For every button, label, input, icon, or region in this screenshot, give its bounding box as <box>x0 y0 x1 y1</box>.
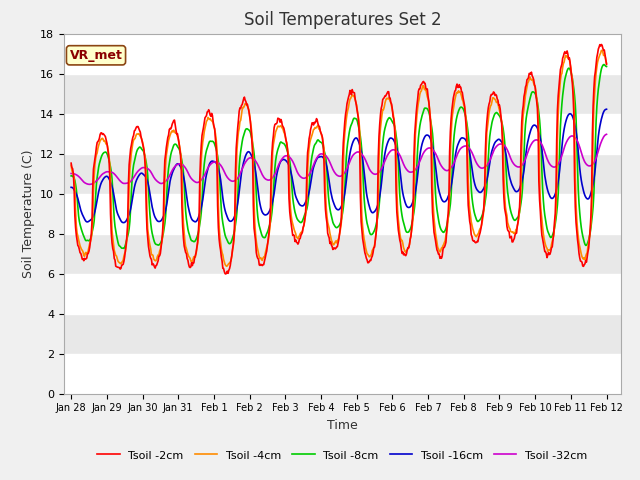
Tsoil -8cm <box>600 62 607 68</box>
Bar <box>64 34 621 73</box>
Tsoil -8cm <box>554 191 562 196</box>
Y-axis label: Soil Temperature (C): Soil Temperature (C) <box>22 149 35 278</box>
Tsoil -4cm <box>208 118 216 124</box>
Tsoil -4cm <box>598 48 606 53</box>
Tsoil -4cm <box>185 253 193 259</box>
Text: VR_met: VR_met <box>70 49 122 62</box>
Tsoil -32cm <box>603 132 611 137</box>
Tsoil -8cm <box>67 173 75 179</box>
Tsoil -32cm <box>554 161 562 167</box>
Bar <box>64 274 621 313</box>
Bar <box>64 354 621 394</box>
Tsoil -4cm <box>332 240 339 245</box>
Tsoil -16cm <box>186 209 193 215</box>
Tsoil -4cm <box>67 162 75 168</box>
Tsoil -8cm <box>436 224 444 229</box>
Line: Tsoil -4cm: Tsoil -4cm <box>71 50 607 266</box>
Tsoil -8cm <box>383 118 391 124</box>
Tsoil -2cm <box>67 160 75 166</box>
Tsoil -16cm <box>554 179 562 184</box>
Tsoil -4cm <box>436 249 444 255</box>
Bar <box>64 114 621 154</box>
Tsoil -32cm <box>209 160 216 166</box>
Tsoil -16cm <box>436 192 444 197</box>
Bar <box>64 73 621 114</box>
Bar <box>64 154 621 193</box>
Tsoil -32cm <box>186 173 193 179</box>
Tsoil -8cm <box>120 245 128 251</box>
Tsoil -2cm <box>554 93 562 99</box>
Tsoil -2cm <box>598 42 605 48</box>
Title: Soil Temperatures Set 2: Soil Temperatures Set 2 <box>244 11 441 29</box>
Line: Tsoil -16cm: Tsoil -16cm <box>71 109 607 223</box>
Tsoil -2cm <box>332 246 339 252</box>
Tsoil -16cm <box>383 141 391 147</box>
Bar <box>64 313 621 354</box>
Line: Tsoil -8cm: Tsoil -8cm <box>71 65 607 248</box>
Tsoil -4cm <box>383 96 391 101</box>
X-axis label: Time: Time <box>327 419 358 432</box>
Tsoil -16cm <box>67 184 75 190</box>
Bar <box>64 234 621 274</box>
Bar <box>64 193 621 234</box>
Tsoil -2cm <box>208 110 216 116</box>
Legend: Tsoil -2cm, Tsoil -4cm, Tsoil -8cm, Tsoil -16cm, Tsoil -32cm: Tsoil -2cm, Tsoil -4cm, Tsoil -8cm, Tsoi… <box>93 446 592 465</box>
Tsoil -4cm <box>554 109 562 115</box>
Tsoil -2cm <box>185 262 193 267</box>
Tsoil -32cm <box>383 153 391 159</box>
Line: Tsoil -32cm: Tsoil -32cm <box>71 134 607 184</box>
Tsoil -8cm <box>332 224 339 229</box>
Tsoil -16cm <box>332 204 339 209</box>
Tsoil -2cm <box>222 271 230 277</box>
Tsoil -32cm <box>436 161 444 167</box>
Tsoil -8cm <box>603 64 611 70</box>
Tsoil -32cm <box>67 171 75 177</box>
Tsoil -8cm <box>209 138 216 144</box>
Tsoil -16cm <box>119 220 127 226</box>
Tsoil -4cm <box>223 264 230 269</box>
Tsoil -32cm <box>332 170 339 176</box>
Tsoil -16cm <box>603 107 611 112</box>
Tsoil -16cm <box>209 158 216 164</box>
Tsoil -8cm <box>186 232 193 238</box>
Line: Tsoil -2cm: Tsoil -2cm <box>71 45 607 274</box>
Tsoil -2cm <box>436 255 444 261</box>
Tsoil -32cm <box>86 181 93 187</box>
Tsoil -2cm <box>603 61 611 67</box>
Tsoil -2cm <box>383 90 391 96</box>
Tsoil -4cm <box>603 60 611 66</box>
